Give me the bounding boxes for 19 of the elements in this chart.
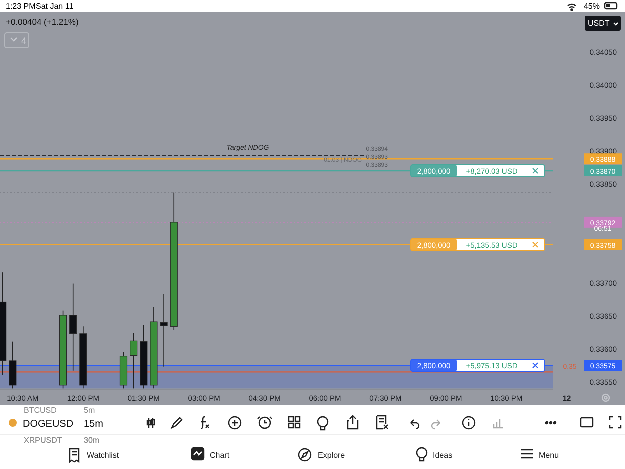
text: 15m: [84, 419, 104, 430]
text: Watchlist: [87, 451, 120, 460]
text: DOGEUSD: [23, 419, 74, 430]
candlestick: [160, 294, 168, 368]
text: Menu: [539, 451, 560, 460]
text: Explore: [318, 451, 346, 460]
text: 1:23 PM: [6, 2, 36, 11]
text: 45%: [584, 2, 600, 11]
text: BTCUSD: [24, 406, 58, 415]
text: Chart: [210, 451, 230, 460]
text: Sat Jan 11: [36, 2, 74, 11]
text: +0.00404 (+1.21%): [6, 17, 79, 27]
text: 30m: [84, 436, 100, 445]
candlestick: [70, 283, 78, 372]
text: 5m: [84, 406, 96, 415]
text: XRPUSDT: [24, 436, 62, 445]
candlestick: [130, 332, 138, 390]
text: USDT: [588, 19, 610, 28]
text: Ideas: [433, 451, 453, 460]
